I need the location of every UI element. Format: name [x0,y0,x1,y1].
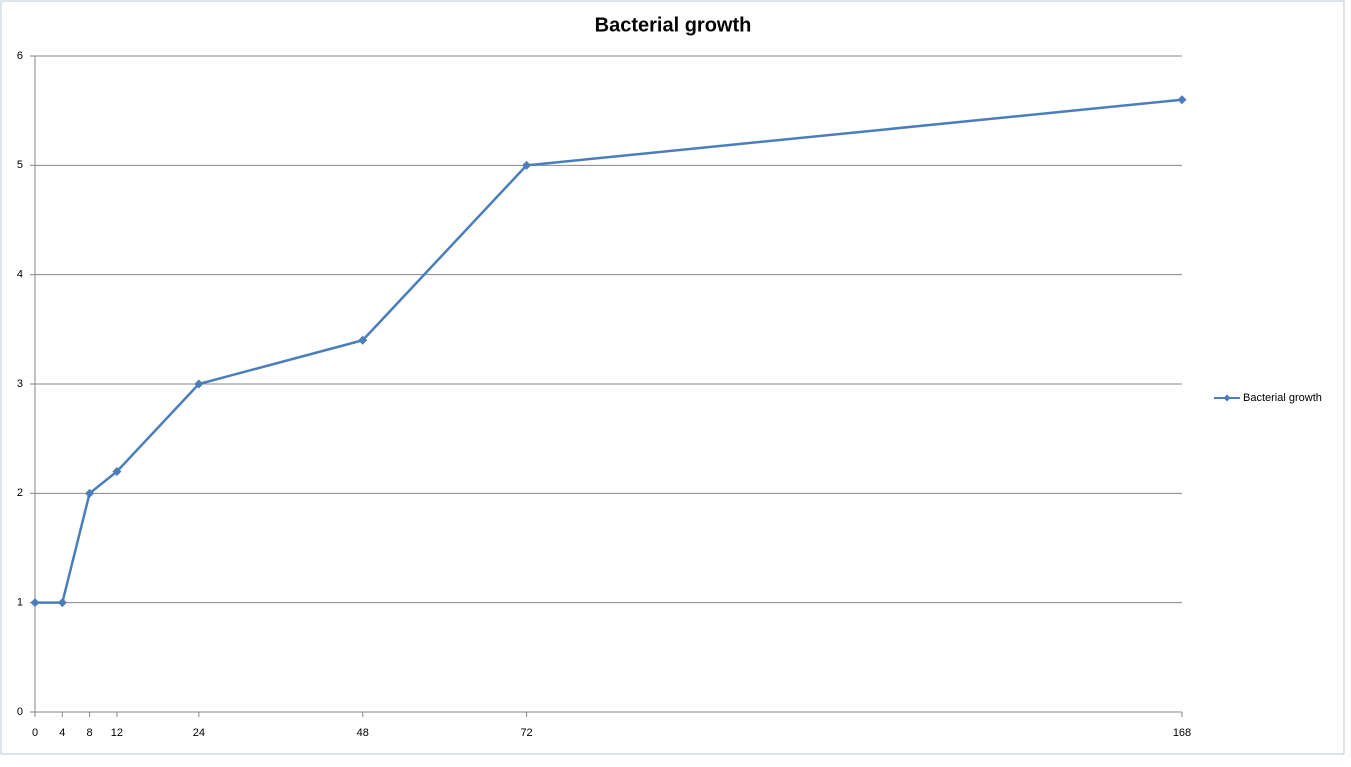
x-tick-label: 8 [87,727,93,739]
x-tick-label: 4 [59,727,65,739]
y-tick-label: 5 [17,159,23,171]
x-tick-label: 0 [32,727,38,739]
legend-label: Bacterial growth [1243,392,1322,404]
series-line [35,98,1183,604]
y-tick-label: 0 [17,706,23,718]
data-point [194,379,204,389]
y-tick-label: 6 [17,50,23,62]
chart-title: Bacterial growth [595,14,752,36]
x-tick-label: 12 [111,727,123,739]
x-tick-label: 72 [520,727,532,739]
x-tick-label: 48 [357,727,369,739]
data-point [57,598,67,608]
data-point [522,160,532,170]
y-tick-label: 3 [17,378,23,390]
data-point [30,598,40,608]
data-point [1177,95,1187,105]
x-tick-label: 24 [193,727,205,739]
data-point [85,488,95,498]
chart-border [0,0,1345,755]
data-point [112,466,122,476]
x-tick-label: 168 [1173,727,1191,739]
y-tick-label: 4 [17,269,23,281]
legend-marker [1223,394,1231,402]
y-tick-label: 2 [17,487,23,499]
y-tick-label: 1 [17,597,23,609]
data-point [358,335,368,345]
